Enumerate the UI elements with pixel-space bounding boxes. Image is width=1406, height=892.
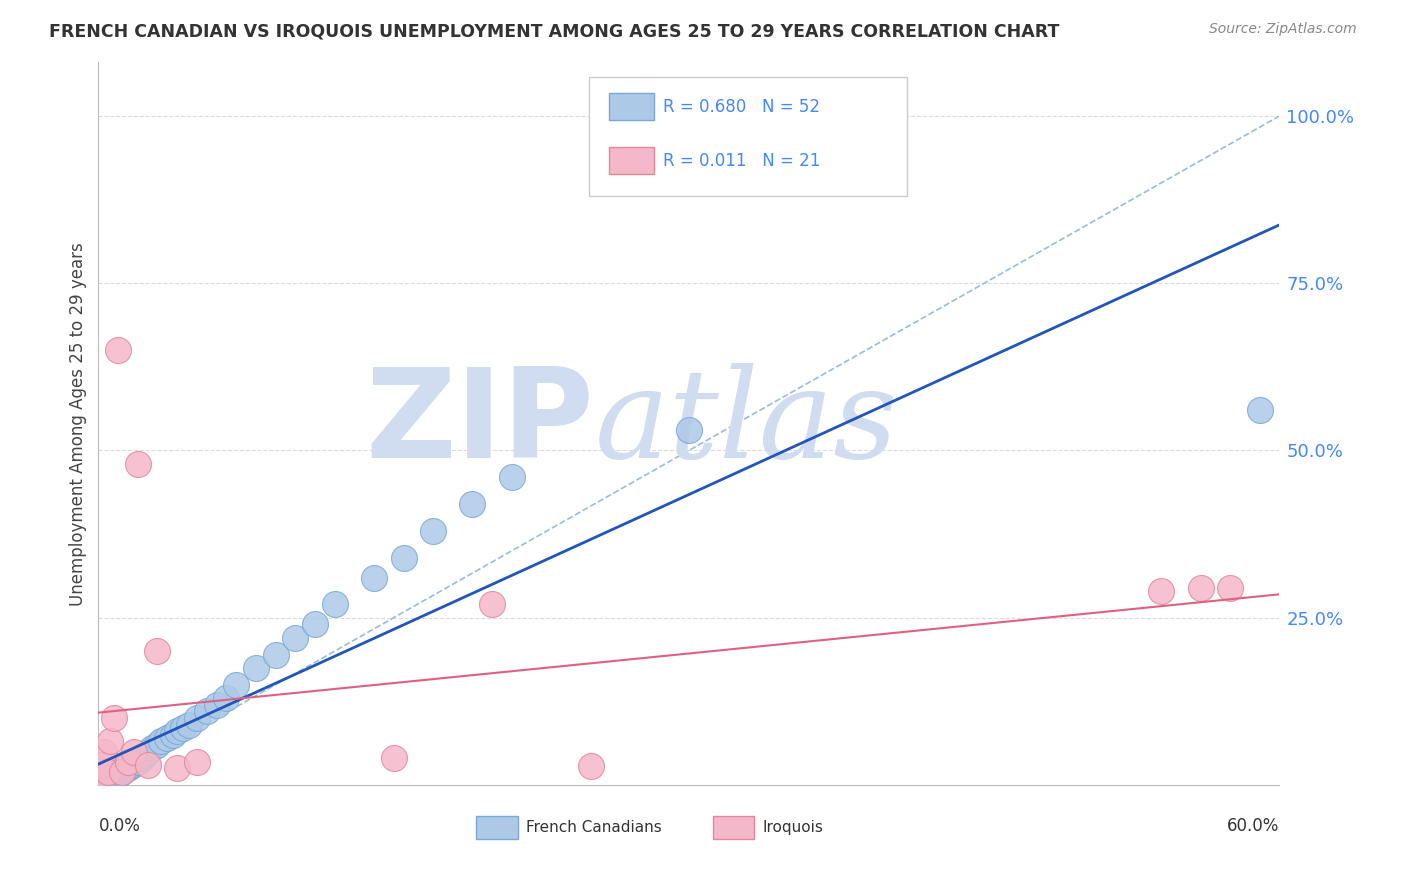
Point	[97, 771, 120, 786]
Text: ZIP: ZIP	[366, 363, 595, 484]
Point	[141, 741, 163, 756]
Point	[105, 768, 128, 782]
Point	[186, 755, 208, 769]
Point	[156, 731, 179, 746]
Point	[103, 770, 125, 784]
Text: Source: ZipAtlas.com: Source: ZipAtlas.com	[1209, 22, 1357, 37]
Point	[89, 774, 111, 789]
Point	[118, 759, 141, 773]
Point	[107, 764, 129, 779]
Point	[363, 571, 385, 585]
Point	[121, 758, 143, 772]
Point	[98, 771, 121, 786]
Point	[107, 343, 129, 358]
Point	[146, 644, 169, 658]
Bar	[609, 93, 654, 120]
Point	[1249, 403, 1271, 417]
Point	[131, 751, 153, 765]
Text: R = 0.011   N = 21: R = 0.011 N = 21	[664, 152, 820, 169]
Point	[195, 705, 218, 719]
Point	[89, 774, 111, 789]
Point	[91, 758, 114, 772]
Point	[115, 761, 138, 775]
Point	[461, 497, 484, 511]
Point	[103, 711, 125, 725]
Point	[132, 747, 155, 762]
Point	[166, 724, 188, 739]
Point	[150, 734, 173, 748]
Point	[128, 751, 150, 765]
Point	[579, 759, 602, 773]
Point	[177, 717, 200, 731]
Point	[304, 617, 326, 632]
Point	[111, 764, 134, 779]
Point	[392, 550, 415, 565]
Point	[117, 761, 139, 775]
Text: 0.0%: 0.0%	[98, 817, 141, 836]
Point	[245, 661, 267, 675]
Point	[93, 744, 115, 758]
Point	[101, 771, 124, 786]
Bar	[713, 816, 754, 839]
Point	[107, 768, 129, 782]
Text: Iroquois: Iroquois	[762, 820, 823, 835]
Point	[1219, 581, 1241, 595]
Bar	[609, 147, 654, 175]
Point	[97, 764, 120, 779]
Point	[422, 524, 444, 538]
Point	[111, 764, 134, 779]
Point	[136, 758, 159, 772]
Point	[117, 758, 139, 772]
FancyBboxPatch shape	[589, 77, 907, 196]
Text: R = 0.680   N = 52: R = 0.680 N = 52	[664, 97, 820, 115]
Point	[382, 751, 405, 765]
Point	[146, 738, 169, 752]
Text: 60.0%: 60.0%	[1227, 817, 1279, 836]
Point	[166, 761, 188, 775]
Point	[1189, 581, 1212, 595]
Point	[122, 744, 145, 758]
Point	[162, 728, 184, 742]
Point	[108, 765, 131, 780]
Point	[136, 744, 159, 758]
Point	[186, 711, 208, 725]
Point	[122, 756, 145, 771]
Point	[678, 424, 700, 438]
Point	[127, 457, 149, 471]
Point	[284, 631, 307, 645]
Point	[323, 598, 346, 612]
Point	[481, 598, 503, 612]
Point	[117, 755, 139, 769]
Point	[1150, 584, 1173, 599]
Text: atlas: atlas	[595, 363, 898, 484]
Point	[215, 690, 238, 705]
Bar	[477, 816, 517, 839]
Point	[264, 648, 287, 662]
Point	[125, 755, 148, 769]
Point	[205, 698, 228, 712]
Point	[96, 774, 118, 789]
Text: French Canadians: French Canadians	[526, 820, 662, 835]
Y-axis label: Unemployment Among Ages 25 to 29 years: Unemployment Among Ages 25 to 29 years	[69, 242, 87, 606]
Point	[98, 734, 121, 748]
Point	[93, 774, 115, 789]
Point	[127, 755, 149, 769]
Point	[97, 772, 120, 787]
Point	[91, 774, 114, 789]
Point	[501, 470, 523, 484]
Text: FRENCH CANADIAN VS IROQUOIS UNEMPLOYMENT AMONG AGES 25 TO 29 YEARS CORRELATION C: FRENCH CANADIAN VS IROQUOIS UNEMPLOYMENT…	[49, 22, 1060, 40]
Point	[172, 721, 194, 735]
Point	[225, 678, 247, 692]
Point	[112, 764, 135, 778]
